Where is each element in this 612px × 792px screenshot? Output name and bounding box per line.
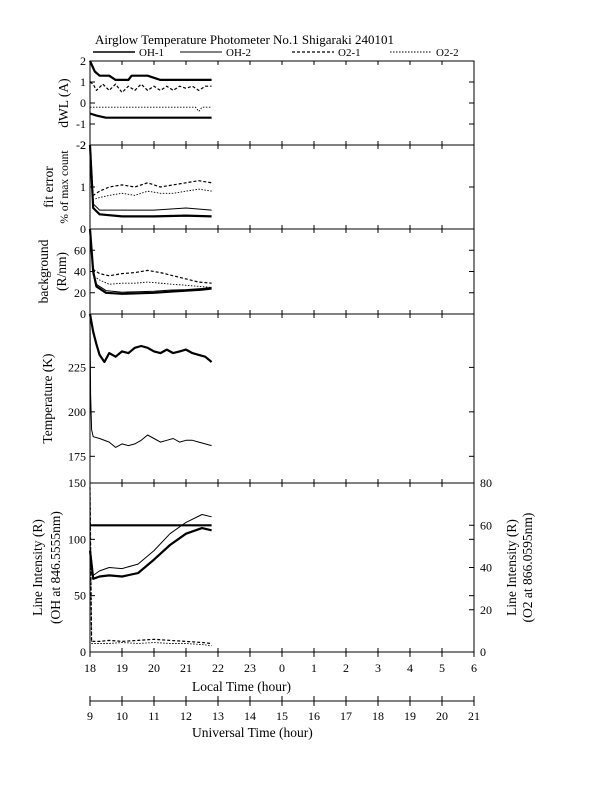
- series-oh-2: [88, 60, 212, 82]
- y-axis-label-2: (OH at 846.5555nm): [48, 511, 63, 624]
- ut-tick-label: 12: [180, 709, 192, 723]
- ut-tick-label: 18: [372, 709, 384, 723]
- legend-label-oh-2: OH-2: [226, 47, 251, 59]
- series-o2-1: [89, 144, 212, 196]
- y-tick-label: 60: [74, 243, 86, 257]
- y-tick-label: 50: [74, 589, 86, 603]
- series-oh-1: [89, 112, 212, 119]
- ut-tick-label: 11: [148, 709, 160, 723]
- panel-frame-line-intensity: [89, 482, 475, 653]
- local-tick-label: 23: [244, 661, 256, 675]
- panel-background: 60 40 20 0 background (R/nm): [36, 228, 475, 321]
- y-tick-label: 2: [80, 54, 86, 68]
- local-axis-title: Local Time (hour): [192, 679, 291, 694]
- local-tick-label: 0: [279, 661, 285, 675]
- y-tick-label: 0: [80, 307, 86, 321]
- y2-tick-label: 40: [480, 561, 492, 575]
- ut-tick-label: 13: [212, 709, 224, 723]
- panel-fit-error: 2 1 0 fit error% of max count: [41, 138, 475, 236]
- legend-label-oh-1: OH-1: [139, 47, 164, 59]
- ut-tick-label: 15: [276, 709, 288, 723]
- series-oh-2: [89, 144, 212, 211]
- series-o2-2: [89, 487, 212, 647]
- panel-temperature: 225 200 175 Temperature (K): [40, 313, 475, 484]
- y2-axis-label-2: (O2 at 866.0595nm): [520, 513, 535, 623]
- local-tick-label: 18: [84, 661, 96, 675]
- local-tick-label: 2: [343, 661, 349, 675]
- local-tick-label: 6: [471, 661, 477, 675]
- series-oh-1: [88, 313, 213, 364]
- series-o2-1: [89, 228, 212, 284]
- panel-frame-temperature: [89, 313, 475, 484]
- local-tick-label: 22: [212, 661, 224, 675]
- y-axis-label: Line Intensity (R): [30, 519, 45, 616]
- y-tick-label: 40: [74, 265, 86, 279]
- series-o2-2: [89, 228, 212, 288]
- series-oh-2: [89, 228, 212, 293]
- y-axis-label: dWL (A): [56, 78, 71, 127]
- local-tick-label: 5: [439, 661, 445, 675]
- y-axis-label-2: (R/nm): [54, 252, 69, 291]
- y-axis-label: Temperature (K): [40, 353, 55, 443]
- panel-frame-background: [89, 228, 475, 315]
- y-tick-label: 100: [68, 532, 86, 546]
- local-tick-label: 4: [407, 661, 413, 675]
- legend-label-o2-2: O2-2: [436, 47, 459, 59]
- local-tick-label: 20: [148, 661, 160, 675]
- ut-tick-label: 16: [308, 709, 320, 723]
- y-axis-label: fit error: [41, 166, 56, 208]
- y-tick-label: 0: [80, 96, 86, 110]
- y-axis-label-2: % of max count: [59, 150, 71, 224]
- y2-tick-label: 60: [480, 518, 492, 532]
- panel-dwl: 2 1 0 -1 -2 dWL (A): [56, 54, 475, 152]
- ut-tick-label: 14: [244, 709, 256, 723]
- y-tick-label: 20: [74, 286, 86, 300]
- series-oh-2: [89, 514, 212, 576]
- local-tick-label: 1: [311, 661, 317, 675]
- y-tick-label: 225: [68, 360, 86, 374]
- ut-tick-label: 9: [87, 709, 93, 723]
- local-tick-label: 21: [180, 661, 192, 675]
- series-o2-1: [89, 81, 212, 94]
- local-tick-label: 3: [375, 661, 381, 675]
- ut-tick-label: 21: [468, 709, 480, 723]
- ut-tick-label: 20: [436, 709, 448, 723]
- series-oh-1: [88, 144, 212, 218]
- ut-tick-label: 17: [340, 709, 352, 723]
- chart-title: Airglow Temperature Photometer No.1 Shig…: [95, 32, 394, 47]
- series-oh-1: [88, 526, 212, 580]
- series-o2-2: [90, 106, 212, 112]
- ut-tick-label: 19: [404, 709, 416, 723]
- panel-frame-dwl: [89, 60, 475, 146]
- y2-tick-label: 20: [480, 603, 492, 617]
- y-tick-label: 1: [80, 75, 86, 89]
- ut-tick-label: 10: [116, 709, 128, 723]
- y2-axis-label: Line Intensity (R): [504, 519, 519, 616]
- y-tick-label: -2: [76, 138, 86, 152]
- y-tick-label: 0: [80, 222, 86, 236]
- y-tick-label: 1: [80, 180, 86, 194]
- y-tick-label: 0: [80, 645, 86, 659]
- ut-axis-title: Universal Time (hour): [192, 725, 313, 740]
- y2-tick-label: 0: [480, 645, 486, 659]
- y-tick-label: 150: [68, 476, 86, 490]
- y-tick-label: 2: [80, 138, 86, 152]
- series-o2-2: [89, 144, 212, 201]
- y-tick-label: -1: [76, 117, 86, 131]
- y-tick-label: 200: [68, 405, 86, 419]
- y-axis-label: background: [36, 239, 51, 303]
- local-tick-label: 19: [116, 661, 128, 675]
- legend-label-o2-1: O2-1: [338, 47, 361, 59]
- series-o2-1: [89, 487, 212, 645]
- series-oh-2: [89, 313, 212, 448]
- y-tick-label: 175: [68, 449, 86, 463]
- y2-tick-label: 80: [480, 476, 492, 490]
